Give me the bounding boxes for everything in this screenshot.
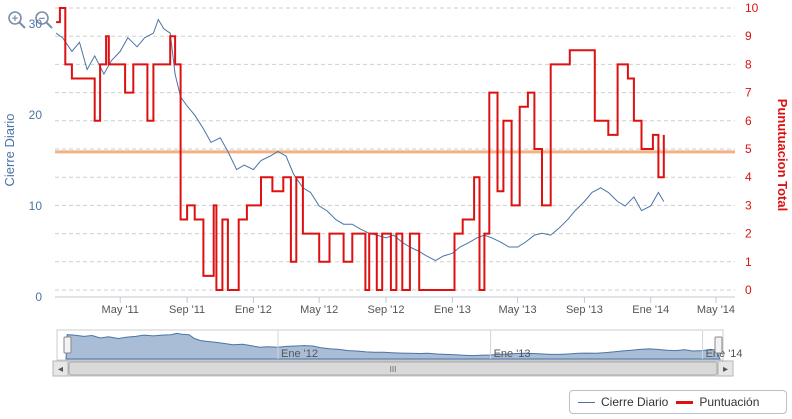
y-right-tick-label: 6 (745, 114, 752, 128)
y-left-tick-label: 10 (29, 199, 43, 213)
legend-label: Cierre Diario (601, 395, 669, 409)
y-right-tick-label: 5 (745, 142, 752, 156)
y-right-tick-label: 3 (745, 198, 752, 212)
x-tick-label: May '14 (697, 304, 735, 316)
legend-swatch-cierre (578, 401, 595, 403)
navigator-left-handle[interactable] (63, 336, 72, 354)
legend-swatch-puntuacion (676, 400, 694, 404)
x-tick-label: Ene '13 (434, 304, 471, 316)
x-tick-label: Sep '13 (566, 304, 603, 316)
chevron-left-icon: ◂ (58, 364, 63, 375)
navigator-label: Ene '12 (281, 348, 318, 360)
scrollbar-thumb[interactable] (68, 361, 718, 376)
x-ticks: May '11 Sep '11 Ene '12 May '12 Sep '12 Ene '… (102, 297, 735, 316)
legend-label: Puntuación (699, 395, 760, 409)
x-tick-label: Sep '11 (169, 304, 205, 316)
y-right-tick-label: 7 (745, 86, 752, 100)
y-right-tick-label: 4 (745, 170, 752, 184)
x-tick-label: Ene '12 (235, 304, 272, 316)
x-tick-label: May '12 (300, 304, 338, 316)
scrollbar-grip: III (390, 365, 397, 374)
svg-text:−: − (39, 13, 45, 25)
y-right-ticks: 0 1 2 3 4 5 6 7 8 9 10 (745, 1, 759, 297)
y-right-tick-label: 2 (745, 227, 752, 241)
y-left-tick-label: 30 (29, 17, 43, 31)
series-group (55, 7, 665, 291)
navigator-right-handle[interactable] (714, 336, 723, 354)
navigator[interactable]: Ene '12 Ene '13 Ene '14 (56, 329, 743, 361)
y-right-tick-label: 10 (745, 1, 759, 15)
navigator-label: Ene '13 (494, 348, 531, 360)
zoom-in-icon[interactable]: + (8, 11, 26, 29)
x-tick-label: May '11 (102, 304, 139, 316)
navigator-label: Ene '14 (706, 348, 743, 360)
y-right-tick-label: 9 (745, 29, 752, 43)
y-left-tick-label: 0 (35, 290, 42, 304)
scrollbar[interactable]: ◂ III ▸ (52, 360, 734, 377)
legend-item-cierre[interactable]: Cierre Diario (578, 395, 668, 409)
scrollbar-left-button[interactable] (52, 360, 69, 377)
legend-item-puntuacion[interactable]: Puntuación (676, 395, 759, 409)
zoom-out-icon[interactable]: − (35, 11, 53, 29)
legend: Cierre Diario Puntuación (569, 390, 787, 414)
y-right-tick-label: 1 (745, 255, 752, 269)
y-right-tick-label: 0 (745, 283, 752, 297)
navigator-series-area (65, 332, 721, 360)
series-line-puntuacion (56, 7, 665, 291)
x-tick-label: May '13 (498, 304, 536, 316)
y-left-ticks: 0 10 20 30 (29, 17, 43, 304)
scrollbar-right-button[interactable] (717, 360, 734, 377)
y-axis-left-title: Cierre Diario (2, 114, 17, 187)
y-left-tick-label: 20 (29, 108, 43, 122)
svg-text:+: + (12, 13, 18, 25)
series-line-cierre-diario (55, 18, 665, 262)
y-axis-right-title: Punutuacion Total (775, 99, 790, 211)
y-right-tick-label: 8 (745, 57, 752, 71)
x-tick-label: Ene '14 (632, 304, 669, 316)
chevron-right-icon: ▸ (723, 364, 728, 375)
x-tick-label: Sep '12 (368, 304, 405, 316)
